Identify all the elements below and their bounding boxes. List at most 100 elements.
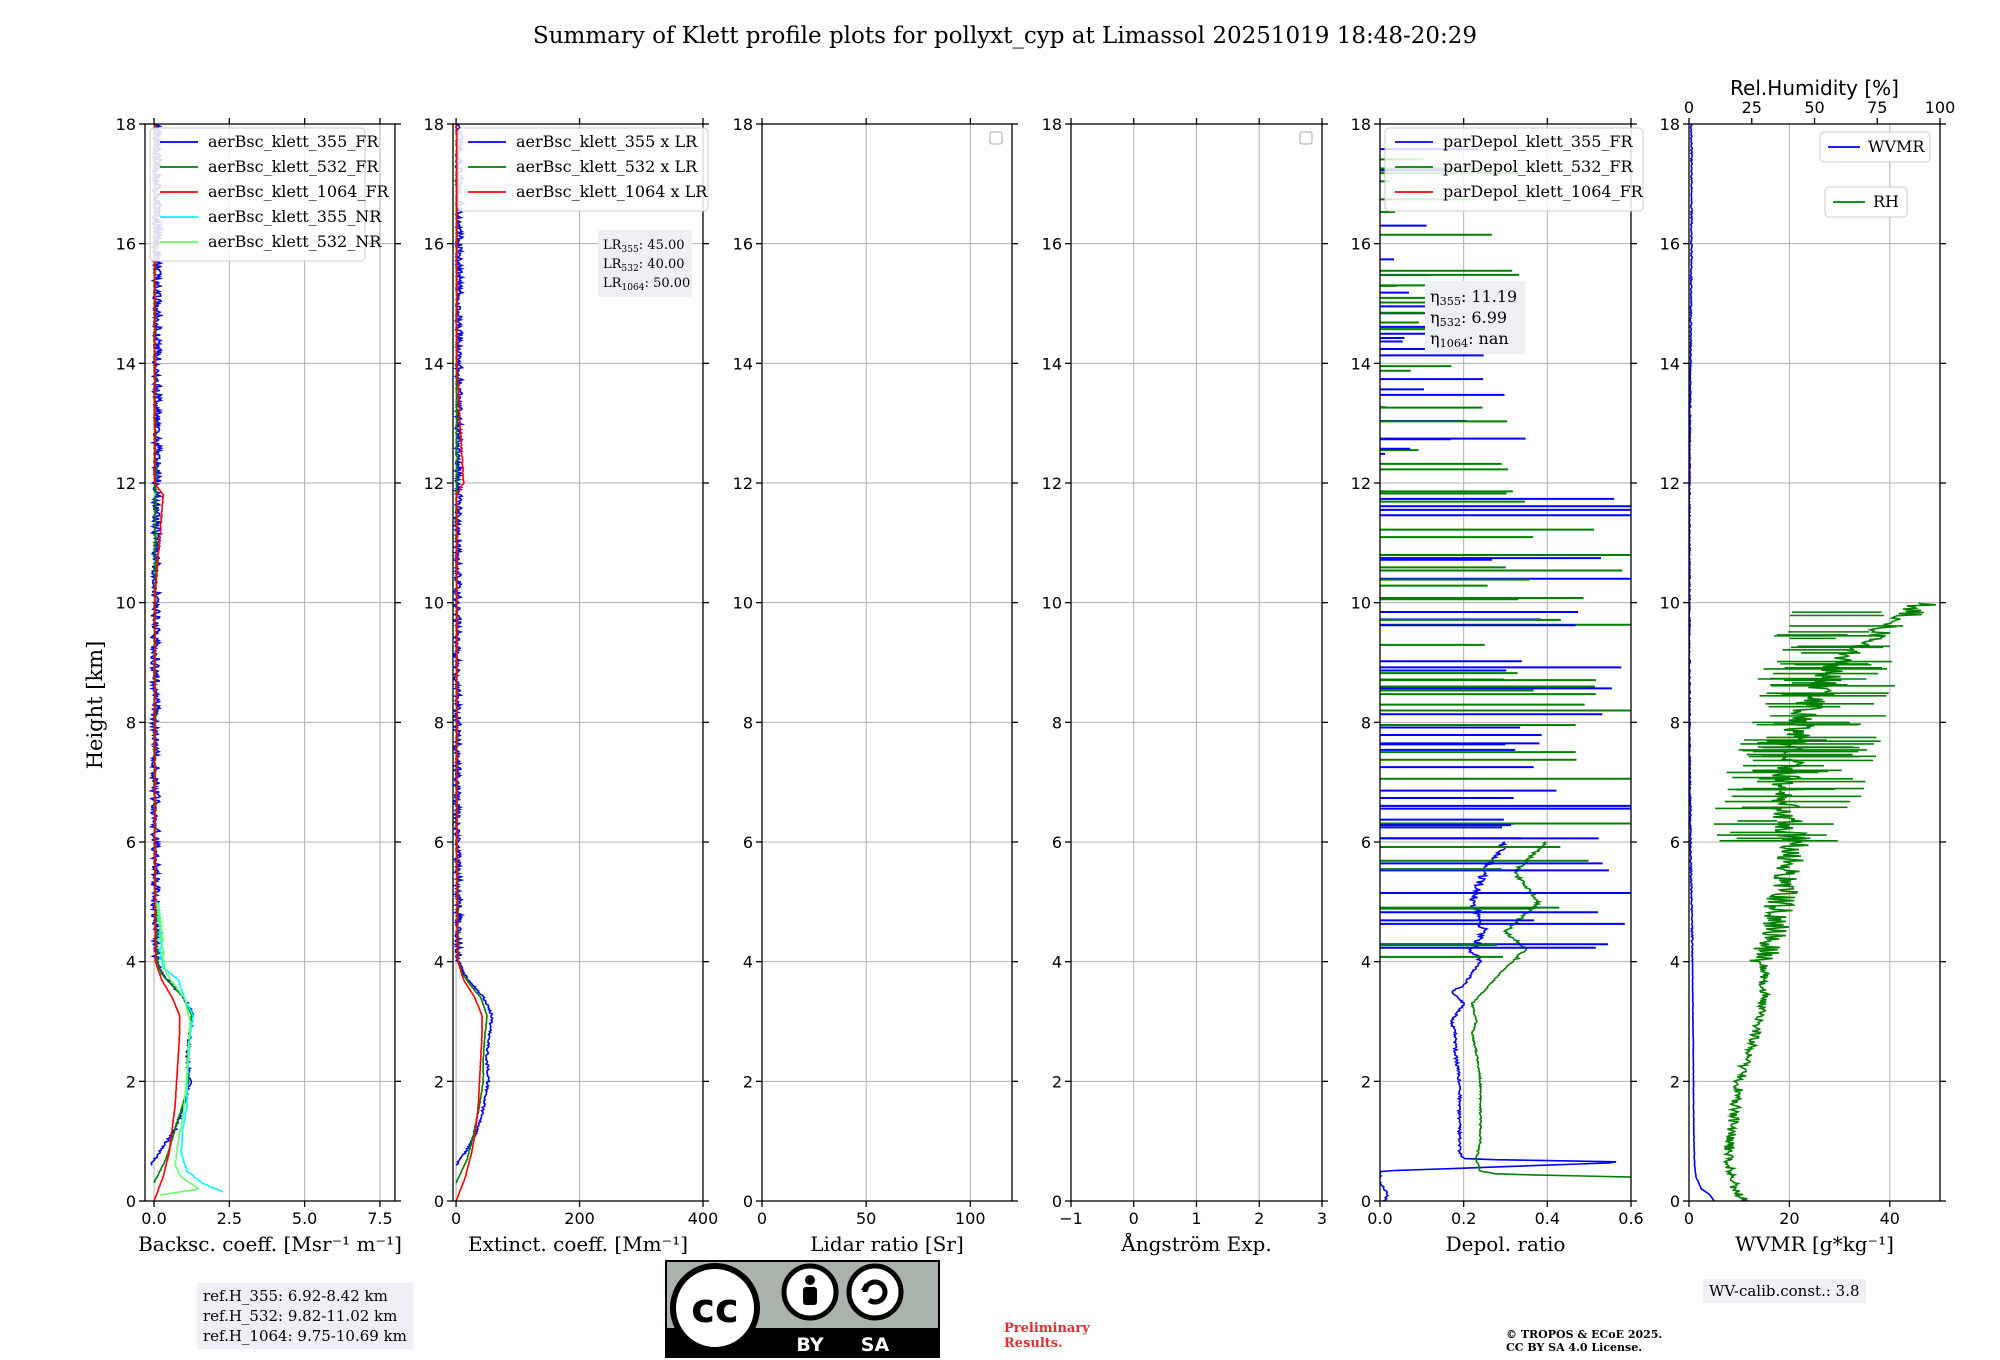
y-tick-label: 0	[1361, 1192, 1371, 1211]
x-tick-label: 200	[564, 1209, 595, 1228]
legend-label: parDepol_klett_532_FR	[1443, 157, 1634, 176]
copyright-note: © TROPOS & ECoE 2025. CC BY SA 4.0 Licen…	[1506, 1328, 1663, 1354]
axes-frame	[144, 123, 396, 1202]
annotation-box	[1425, 281, 1525, 354]
y-tick-label: 8	[743, 713, 753, 732]
depol-spikes	[1380, 148, 1631, 958]
y-tick-label: 2	[126, 1072, 136, 1091]
y-tick-label: 8	[126, 713, 136, 732]
legend-label: aerBsc_klett_1064 x LR	[516, 182, 708, 201]
legend-ext: aerBsc_klett_355 x LR aerBsc_klett_532 x …	[457, 127, 709, 212]
annotation-box	[598, 230, 692, 297]
y-tick-label: 4	[1052, 953, 1062, 972]
annotation-text: LR355: 45.00	[603, 238, 685, 255]
x-tick-label: 7.5	[367, 1209, 392, 1228]
legend-label: aerBsc_klett_355 x LR	[516, 132, 698, 151]
y-tick-label: 0	[1052, 1192, 1062, 1211]
legend-label: aerBsc_klett_532 x LR	[516, 157, 698, 176]
y-tick-label: 16	[424, 235, 444, 254]
annotation-text: LR532: 40.00	[603, 257, 685, 274]
y-tick-label: 6	[1361, 833, 1371, 852]
x-tick-label: 20	[1779, 1209, 1799, 1228]
y-tick-label: 6	[126, 833, 136, 852]
svg-text:cc: cc	[691, 1286, 738, 1332]
y-tick-label: 12	[1042, 474, 1062, 493]
series-aerBsc_klett_1064_FR	[152, 124, 181, 1201]
y-tick-label: 18	[733, 115, 753, 134]
axes-frame	[761, 123, 1013, 1202]
y-tick-label: 6	[1052, 833, 1062, 852]
wv-calibration-box: WV-calib.const.: 3.8	[1703, 1279, 1866, 1303]
y-tick-label: 0	[1670, 1192, 1680, 1211]
y-tick-label: 14	[1660, 354, 1680, 373]
y-tick-label: 2	[1670, 1072, 1680, 1091]
y-tick-label: 10	[424, 594, 444, 613]
ref-h-355: ref.H_355: 6.92-8.42 km	[203, 1287, 388, 1305]
y-tick-label: 12	[116, 474, 136, 493]
x-tick-label: 3	[1317, 1209, 1327, 1228]
x-tick-label: 0.6	[1618, 1209, 1643, 1228]
y-tick-label: 10	[116, 594, 136, 613]
y-tick-label: 6	[743, 833, 753, 852]
x-axis-label: Lidar ratio [Sr]	[810, 1232, 964, 1256]
legend-label: parDepol_klett_355_FR	[1443, 132, 1634, 151]
y-tick-label: 0	[434, 1192, 444, 1211]
svg-text:SA: SA	[861, 1334, 890, 1356]
empty-legend-box	[1299, 131, 1313, 145]
series-aerBsc_klett_532_NR	[154, 901, 200, 1196]
y-tick-label: 4	[126, 953, 136, 972]
reference-height-box: ref.H_355: 6.92-8.42 km ref.H_532: 9.82-…	[197, 1283, 413, 1349]
panel-bsc: 0 2 4 6 8 10 12 14 16 18 0.0 2.5 5.0 7.5 Backsc. coeff…	[116, 115, 402, 1256]
y-tick-label: 10	[1660, 594, 1680, 613]
legend-dep: parDepol_klett_355_FR parDepol_klett_532_…	[1384, 127, 1644, 212]
x2-tick-label: 0	[1684, 98, 1694, 117]
legend-label: aerBsc_klett_1064_FR	[208, 182, 390, 201]
y-tick-label: 12	[424, 474, 444, 493]
y-tick-label: 18	[1042, 115, 1062, 134]
legend-label: parDepol_klett_1064_FR	[1443, 182, 1644, 201]
axes-frame	[1070, 123, 1323, 1202]
y-tick-label: 8	[1670, 713, 1680, 732]
legend-label: aerBsc_klett_532_FR	[208, 157, 379, 176]
x-tick-label: 0	[451, 1209, 461, 1228]
cc-license-badge: cc BY SA	[665, 1260, 940, 1358]
panel-dep: 0 2 4 6 8 10 12 14 16 18 0.0 0.2 0.4 0.6 Depol. ratio p…	[1351, 115, 1644, 1256]
y-tick-label: 4	[434, 953, 444, 972]
y-tick-label: 2	[1052, 1072, 1062, 1091]
y-tick-label: 14	[733, 354, 753, 373]
series-parDepol_klett_532_FR	[1470, 841, 1631, 1178]
series-RH	[1722, 601, 1936, 1201]
svg-text:BY: BY	[796, 1334, 823, 1356]
legend-box	[1819, 131, 1931, 163]
x-tick-label: 5.0	[292, 1209, 317, 1228]
empty-legend-box	[989, 131, 1003, 145]
y-tick-label: 14	[1042, 354, 1062, 373]
x-axis-label: Depol. ratio	[1446, 1232, 1566, 1256]
y-tick-label: 12	[733, 474, 753, 493]
y-tick-label: 18	[1660, 115, 1680, 134]
x-tick-label: 0.0	[141, 1209, 166, 1228]
legend-label: WVMR	[1868, 137, 1925, 156]
x-tick-label: 0.2	[1451, 1209, 1476, 1228]
y-tick-label: 0	[126, 1192, 136, 1211]
x-tick-label: 0	[757, 1209, 767, 1228]
x-tick-label: 100	[955, 1209, 986, 1228]
x-axis-label: Extinct. coeff. [Mm⁻¹]	[468, 1232, 688, 1256]
legend-wvmr: WVMR	[1819, 131, 1931, 163]
rh-spikes	[1713, 611, 1904, 842]
x-tick-label: 2.5	[217, 1209, 242, 1228]
x-tick-label: 50	[856, 1209, 876, 1228]
legend-label: RH	[1873, 192, 1899, 211]
axes-frame	[1688, 123, 1941, 1202]
x-tick-label: 0.0	[1367, 1209, 1392, 1228]
ref-h-1064: ref.H_1064: 9.75-10.69 km	[203, 1327, 407, 1345]
x-tick-label: 40	[1880, 1209, 1900, 1228]
x2-axis-label: Rel.Humidity [%]	[1730, 76, 1899, 100]
x-tick-label: 2	[1254, 1209, 1264, 1228]
y-tick-label: 18	[424, 115, 444, 134]
y-tick-label: 4	[1361, 953, 1371, 972]
series-aerBsc_klett_1064 x LR	[455, 124, 484, 1201]
